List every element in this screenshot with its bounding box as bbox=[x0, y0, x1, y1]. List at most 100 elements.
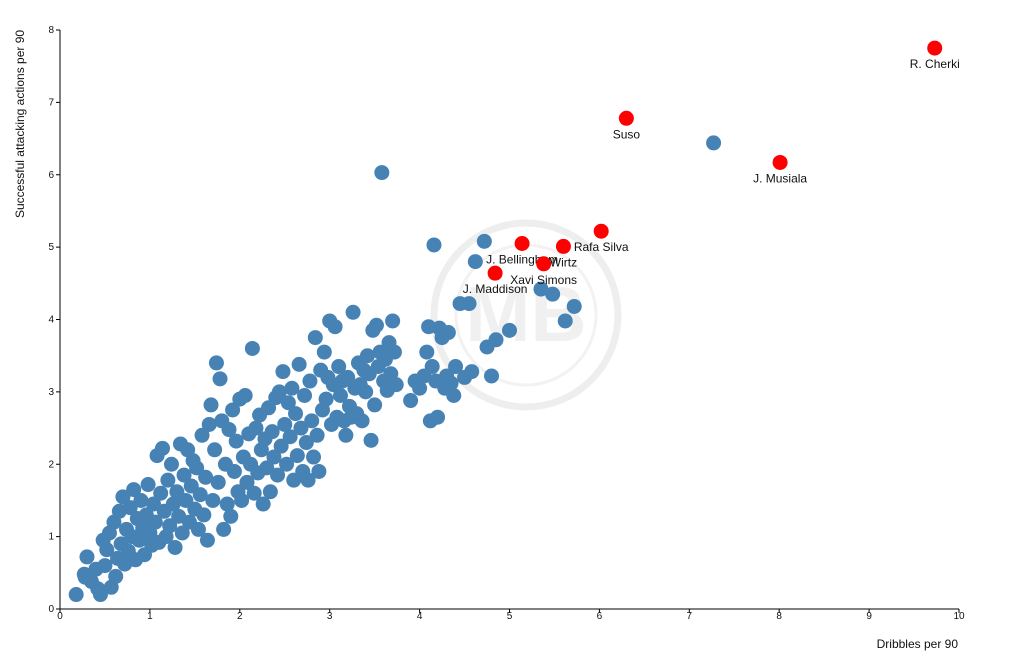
player-point bbox=[545, 286, 561, 302]
y-axis-ticks: 0 1 2 3 4 5 6 7 8 bbox=[48, 25, 60, 615]
player-point bbox=[304, 413, 320, 429]
player-point bbox=[225, 402, 241, 418]
player-point bbox=[189, 460, 205, 476]
player-point bbox=[280, 395, 296, 411]
player-point bbox=[259, 460, 275, 476]
player-point bbox=[270, 467, 286, 483]
player-point bbox=[302, 373, 318, 389]
player-point bbox=[145, 496, 161, 512]
player-point bbox=[167, 539, 183, 555]
player-point bbox=[443, 375, 459, 391]
x-tick-label: 1 bbox=[147, 611, 153, 622]
y-tick-label: 8 bbox=[48, 25, 54, 36]
player-point bbox=[327, 319, 343, 335]
player-point bbox=[386, 344, 402, 360]
player-point bbox=[354, 413, 370, 429]
player-point bbox=[306, 449, 322, 465]
player-point bbox=[359, 348, 375, 364]
player-point bbox=[461, 296, 477, 312]
player-point bbox=[174, 525, 190, 541]
player-point bbox=[196, 507, 212, 523]
player-point bbox=[388, 377, 404, 393]
player-point bbox=[446, 387, 462, 403]
x-tick-label: 5 bbox=[507, 611, 513, 622]
player-point bbox=[566, 298, 582, 314]
player-point bbox=[440, 325, 456, 341]
player-point bbox=[374, 165, 390, 181]
x-tick-label: 9 bbox=[866, 611, 872, 622]
player-point bbox=[297, 387, 313, 403]
player-point bbox=[176, 467, 192, 483]
player-point bbox=[131, 532, 147, 548]
player-point bbox=[476, 233, 492, 249]
x-tick-label: 8 bbox=[776, 611, 782, 622]
player-point bbox=[147, 514, 163, 530]
player-point bbox=[273, 438, 289, 454]
player-point bbox=[368, 317, 384, 333]
player-point bbox=[133, 492, 149, 508]
player-point bbox=[207, 442, 223, 458]
player-point bbox=[467, 254, 483, 270]
player-point bbox=[430, 409, 446, 425]
player-point bbox=[228, 433, 244, 449]
player-point bbox=[99, 542, 115, 558]
player-point bbox=[311, 463, 327, 479]
player-point bbox=[163, 456, 179, 472]
player-point bbox=[122, 500, 138, 516]
player-point bbox=[345, 304, 361, 320]
player-point bbox=[219, 496, 235, 512]
player-point bbox=[154, 440, 170, 456]
highlighted-player-label: Wirtz bbox=[550, 255, 577, 269]
player-point bbox=[140, 477, 156, 493]
player-point bbox=[208, 355, 224, 371]
player-point bbox=[194, 427, 210, 443]
y-axis-title: Successful attacking actions per 90 bbox=[13, 30, 27, 218]
player-point bbox=[198, 469, 214, 485]
x-tick-label: 7 bbox=[687, 611, 693, 622]
x-tick-label: 10 bbox=[953, 611, 965, 622]
player-point bbox=[293, 420, 309, 436]
player-point bbox=[216, 521, 232, 537]
player-point bbox=[205, 492, 221, 508]
x-axis-ticks: 0 1 2 3 4 5 6 7 8 9 10 bbox=[57, 609, 965, 622]
player-point bbox=[275, 364, 291, 380]
player-point bbox=[97, 558, 113, 574]
player-point bbox=[92, 587, 108, 603]
player-point bbox=[289, 448, 305, 464]
player-point bbox=[162, 518, 178, 534]
player-point bbox=[484, 368, 500, 384]
player-point bbox=[412, 380, 428, 396]
player-point bbox=[332, 387, 348, 403]
player-point bbox=[291, 356, 307, 372]
player-point bbox=[212, 371, 228, 387]
player-point bbox=[244, 340, 260, 356]
player-point bbox=[331, 359, 347, 375]
highlighted-player-point bbox=[927, 40, 943, 56]
player-point bbox=[338, 427, 354, 443]
highlighted-player-label: J. Musiala bbox=[753, 171, 807, 185]
player-point bbox=[203, 397, 219, 413]
player-point bbox=[68, 587, 84, 603]
player-point bbox=[108, 568, 124, 584]
highlighted-player-label: Suso bbox=[613, 127, 641, 141]
player-point bbox=[300, 472, 316, 488]
player-point bbox=[255, 496, 271, 512]
player-point bbox=[424, 359, 440, 375]
player-point bbox=[426, 237, 442, 253]
player-point bbox=[279, 456, 295, 472]
player-point bbox=[221, 422, 237, 438]
player-point bbox=[307, 330, 323, 346]
player-point bbox=[358, 384, 374, 400]
highlighted-player-point bbox=[487, 265, 503, 281]
player-point bbox=[190, 521, 206, 537]
y-tick-label: 4 bbox=[48, 315, 54, 326]
player-point bbox=[210, 474, 226, 490]
player-point bbox=[165, 496, 181, 512]
player-point bbox=[153, 485, 169, 501]
highlighted-player-label: Rafa Silva bbox=[574, 240, 629, 254]
y-tick-label: 6 bbox=[48, 170, 54, 181]
highlighted-player-label: Xavi Simons bbox=[510, 273, 577, 287]
